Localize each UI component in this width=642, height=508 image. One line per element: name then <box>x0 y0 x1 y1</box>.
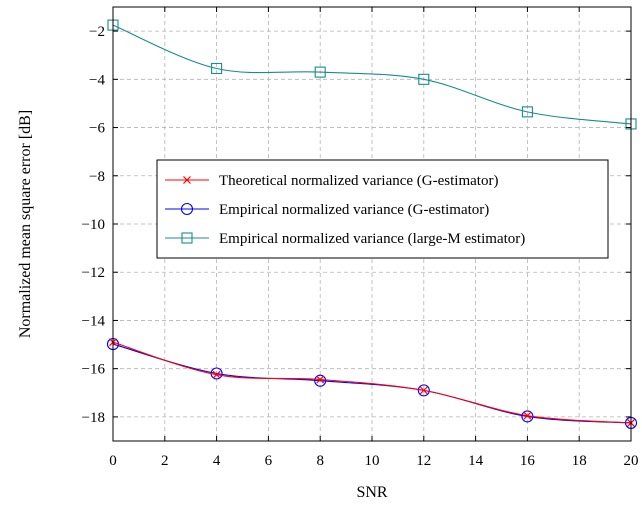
y-axis-label: Normalized mean square error [dB] <box>17 110 34 338</box>
x-tick-label: 14 <box>468 453 484 469</box>
legend-marker-circle <box>180 202 194 216</box>
x-tick-label: 20 <box>624 453 639 469</box>
data-point-square <box>211 62 223 75</box>
data-point-square <box>521 106 533 118</box>
y-tick-label: −8 <box>89 169 105 185</box>
data-point-x <box>316 375 325 384</box>
x-tick-label: 2 <box>161 453 169 469</box>
series-line-2 <box>112 24 632 125</box>
y-tick-label: −14 <box>82 313 106 329</box>
x-tick-label: 6 <box>265 453 273 469</box>
legend-box <box>156 159 609 259</box>
ticks: 0 2 4 6 8 10 12 14 16 18 20 −2 −4 −6 −8 −10 −12 −14 −16 −18 <box>82 7 639 469</box>
x-tick-label: 12 <box>416 453 431 469</box>
series-0 <box>109 338 635 427</box>
legend-label: Theoretical normalized variance (G-estim… <box>219 173 498 189</box>
legend-entry-1: Empirical normalized variance (G-estimat… <box>165 202 489 218</box>
data-point-square <box>418 73 430 85</box>
x-tick-label: 4 <box>213 453 221 469</box>
y-tick-label: −6 <box>89 121 105 137</box>
legend-entry-0: Theoretical normalized variance (G-estim… <box>165 173 498 189</box>
legend-marker-square <box>181 232 193 244</box>
data-point-x <box>419 386 428 395</box>
y-tick-label: −4 <box>89 72 105 88</box>
data-point-x <box>212 370 221 379</box>
series-line-0 <box>112 341 632 424</box>
data-point-x <box>523 411 532 420</box>
x-tick-label: 0 <box>109 453 117 469</box>
series-line-1 <box>112 343 632 424</box>
legend-marker-x <box>183 176 191 184</box>
x-tick-label: 16 <box>520 453 536 469</box>
x-tick-label: 8 <box>316 453 324 469</box>
legend-label: Empirical normalized variance (large-M e… <box>219 231 525 247</box>
y-tick-label: −16 <box>82 362 106 378</box>
data-point-square <box>314 66 326 78</box>
y-tick-label: −12 <box>82 265 105 281</box>
y-tick-label: −18 <box>82 410 105 426</box>
x-tick-label: 10 <box>365 453 380 469</box>
y-tick-label: −2 <box>89 24 105 40</box>
legend-entry-2: Empirical normalized variance (large-M e… <box>165 231 525 247</box>
x-tick-label: 18 <box>572 453 587 469</box>
y-tick-label: −10 <box>82 217 105 233</box>
data-point-circle <box>314 374 327 387</box>
x-axis-label: SNR <box>356 484 387 501</box>
data-point-circle <box>417 384 430 397</box>
legend: Theoretical normalized variance (G-estim… <box>156 159 609 259</box>
legend-label: Empirical normalized variance (G-estimat… <box>219 202 489 218</box>
